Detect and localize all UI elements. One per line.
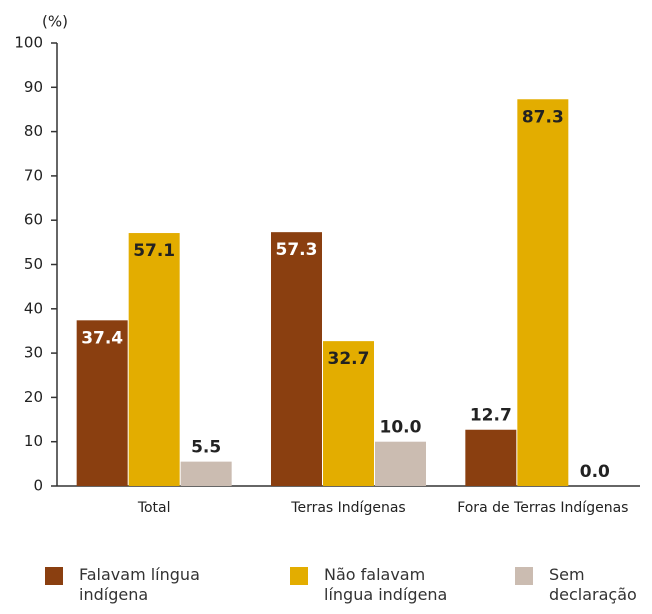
x-tick-label: Terras Indígenas xyxy=(290,500,405,516)
legend-item: Falavam língua indígena xyxy=(45,565,209,605)
legend-item: Sem declaração xyxy=(515,565,639,605)
value-label: 57.1 xyxy=(133,241,175,261)
value-label: 5.5 xyxy=(191,438,221,458)
value-label: 37.4 xyxy=(81,328,123,348)
legend-swatch xyxy=(290,567,308,585)
y-tick-label: 80 xyxy=(24,122,43,140)
y-tick-label: 40 xyxy=(24,299,43,317)
x-tick-label: Fora de Terras Indígenas xyxy=(457,500,628,516)
bar xyxy=(128,233,180,486)
bar xyxy=(465,429,517,486)
bar xyxy=(271,232,322,486)
legend-swatch xyxy=(45,567,63,585)
y-tick-label: 10 xyxy=(24,432,43,450)
y-tick-label: 0 xyxy=(33,477,43,495)
y-tick-label: 90 xyxy=(24,78,43,96)
y-tick-label: 60 xyxy=(24,211,43,229)
legend-swatch xyxy=(515,567,533,585)
legend-label: Não falavam língua indígena xyxy=(324,565,448,604)
bar xyxy=(76,320,128,486)
value-label: 12.7 xyxy=(470,406,512,426)
y-tick-label: 70 xyxy=(24,166,43,184)
value-label: 32.7 xyxy=(328,349,370,369)
y-tick-label: 50 xyxy=(24,255,43,273)
y-tick-label: 30 xyxy=(24,344,43,362)
value-label: 87.3 xyxy=(522,107,564,127)
bar xyxy=(323,341,374,486)
bar xyxy=(375,441,426,486)
legend-label: Sem declaração xyxy=(549,565,637,604)
y-tick-label: 100 xyxy=(14,34,43,52)
bar xyxy=(517,99,569,487)
value-label: 10.0 xyxy=(380,418,422,438)
bar xyxy=(180,461,232,486)
y-tick-label: 20 xyxy=(24,388,43,406)
value-label: 57.3 xyxy=(276,240,318,260)
value-label: 0.0 xyxy=(580,462,610,482)
legend-item: Não falavam língua indígena xyxy=(290,565,454,605)
y-unit: (%) xyxy=(42,13,68,31)
x-tick-label: Total xyxy=(137,500,171,516)
legend-label: Falavam língua indígena xyxy=(79,565,200,604)
chart: (%) 0 10 20 30 40 50 60 70 80 90 100 Total 37.4 57.1 5… xyxy=(14,13,640,516)
